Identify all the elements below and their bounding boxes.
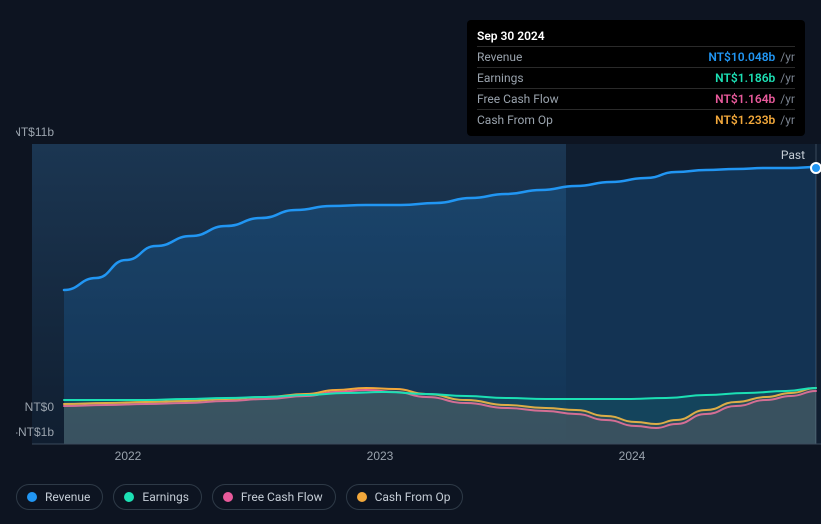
- tooltip-label: Free Cash Flow: [477, 92, 559, 106]
- tooltip-value-wrap: NT$1.186b /yr: [715, 71, 795, 85]
- legend-item-cash-from-op[interactable]: Cash From Op: [346, 484, 464, 510]
- tooltip-value: NT$1.186b: [715, 71, 775, 85]
- tooltip-date: Sep 30 2024: [477, 26, 795, 46]
- legend-label: Free Cash Flow: [241, 490, 323, 504]
- tooltip-value: NT$1.164b: [715, 92, 775, 106]
- legend-label: Revenue: [45, 490, 90, 504]
- legend-dot-icon: [27, 492, 37, 502]
- tooltip-row-revenue: Revenue NT$10.048b /yr: [477, 46, 795, 67]
- tooltip-row-fcf: Free Cash Flow NT$1.164b /yr: [477, 88, 795, 109]
- tooltip-value-wrap: NT$1.164b /yr: [715, 92, 795, 106]
- legend-item-earnings[interactable]: Earnings: [113, 484, 202, 510]
- tooltip-value: NT$1.233b: [715, 113, 775, 127]
- tooltip-label: Cash From Op: [477, 113, 553, 127]
- chart-container: NT$11b NT$0 -NT$1b 2022 2023 2024 Sep 30 2024…: [16, 0, 805, 524]
- tooltip-label: Revenue: [477, 50, 522, 64]
- svg-text:2023: 2023: [367, 449, 394, 463]
- legend-label: Earnings: [142, 490, 189, 504]
- legend-label: Cash From Op: [375, 490, 451, 504]
- legend: Revenue Earnings Free Cash Flow Cash Fro…: [16, 484, 463, 510]
- svg-text:2022: 2022: [115, 449, 142, 463]
- tooltip-suffix: /yr: [780, 92, 795, 106]
- past-label: Past: [781, 148, 805, 162]
- tooltip-panel: Sep 30 2024 Revenue NT$10.048b /yr Earni…: [467, 20, 805, 136]
- tooltip-value: NT$10.048b: [708, 50, 775, 64]
- tooltip-value-wrap: NT$1.233b /yr: [715, 113, 795, 127]
- legend-dot-icon: [223, 492, 233, 502]
- tooltip-value-wrap: NT$10.048b /yr: [708, 50, 795, 64]
- legend-item-revenue[interactable]: Revenue: [16, 484, 103, 510]
- svg-text:NT$0: NT$0: [25, 400, 55, 414]
- svg-text:2024: 2024: [619, 449, 646, 463]
- legend-dot-icon: [124, 492, 134, 502]
- tooltip-suffix: /yr: [780, 113, 795, 127]
- legend-dot-icon: [357, 492, 367, 502]
- legend-item-free-cash-flow[interactable]: Free Cash Flow: [212, 484, 336, 510]
- tooltip-suffix: /yr: [780, 50, 795, 64]
- tooltip-label: Earnings: [477, 71, 524, 85]
- tooltip-row-cfo: Cash From Op NT$1.233b /yr: [477, 109, 795, 130]
- tooltip-suffix: /yr: [780, 71, 795, 85]
- tooltip-row-earnings: Earnings NT$1.186b /yr: [477, 67, 795, 88]
- svg-text:-NT$1b: -NT$1b: [16, 425, 54, 439]
- svg-text:NT$11b: NT$11b: [16, 125, 54, 139]
